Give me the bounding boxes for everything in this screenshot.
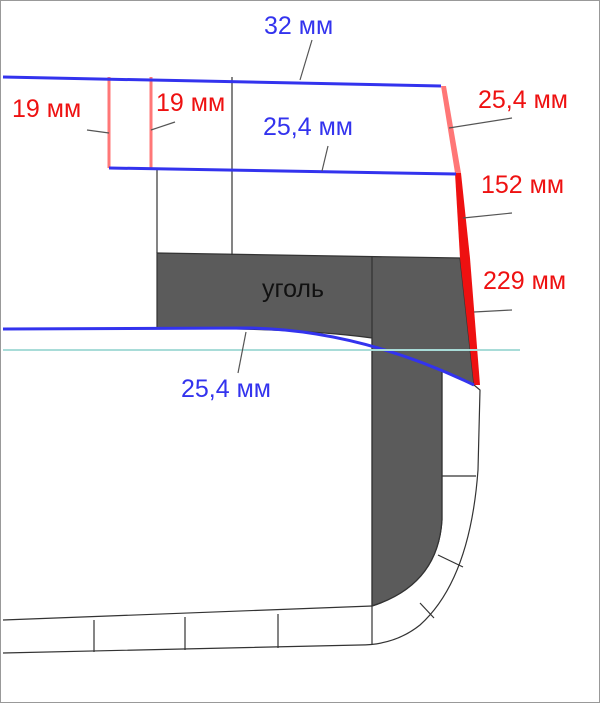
- structure-lines: [156, 77, 443, 645]
- label-bulkhead-19-mid: 19 мм: [156, 89, 225, 117]
- hull-outline: [2, 384, 481, 654]
- armor-deck: [2, 326, 475, 387]
- label-top-width: 32 мм: [264, 12, 333, 40]
- label-bulkhead-19-left: 19 мм: [12, 95, 81, 123]
- upper-side-armor: [441, 86, 461, 173]
- side-armor-belt: [455, 173, 480, 385]
- label-side-152: 152 мм: [481, 171, 564, 199]
- label-coal: уголь: [262, 275, 324, 303]
- upper-deck: [2, 75, 442, 88]
- coal-bunker: [156, 252, 475, 607]
- middle-deck: [108, 166, 457, 176]
- label-side-25: 25,4 мм: [478, 86, 568, 114]
- label-side-229: 229 мм: [483, 267, 566, 295]
- leader-lines: [86, 39, 513, 374]
- label-bottom-25: 25,4 мм: [181, 375, 271, 403]
- label-deck-25: 25,4 мм: [263, 113, 353, 141]
